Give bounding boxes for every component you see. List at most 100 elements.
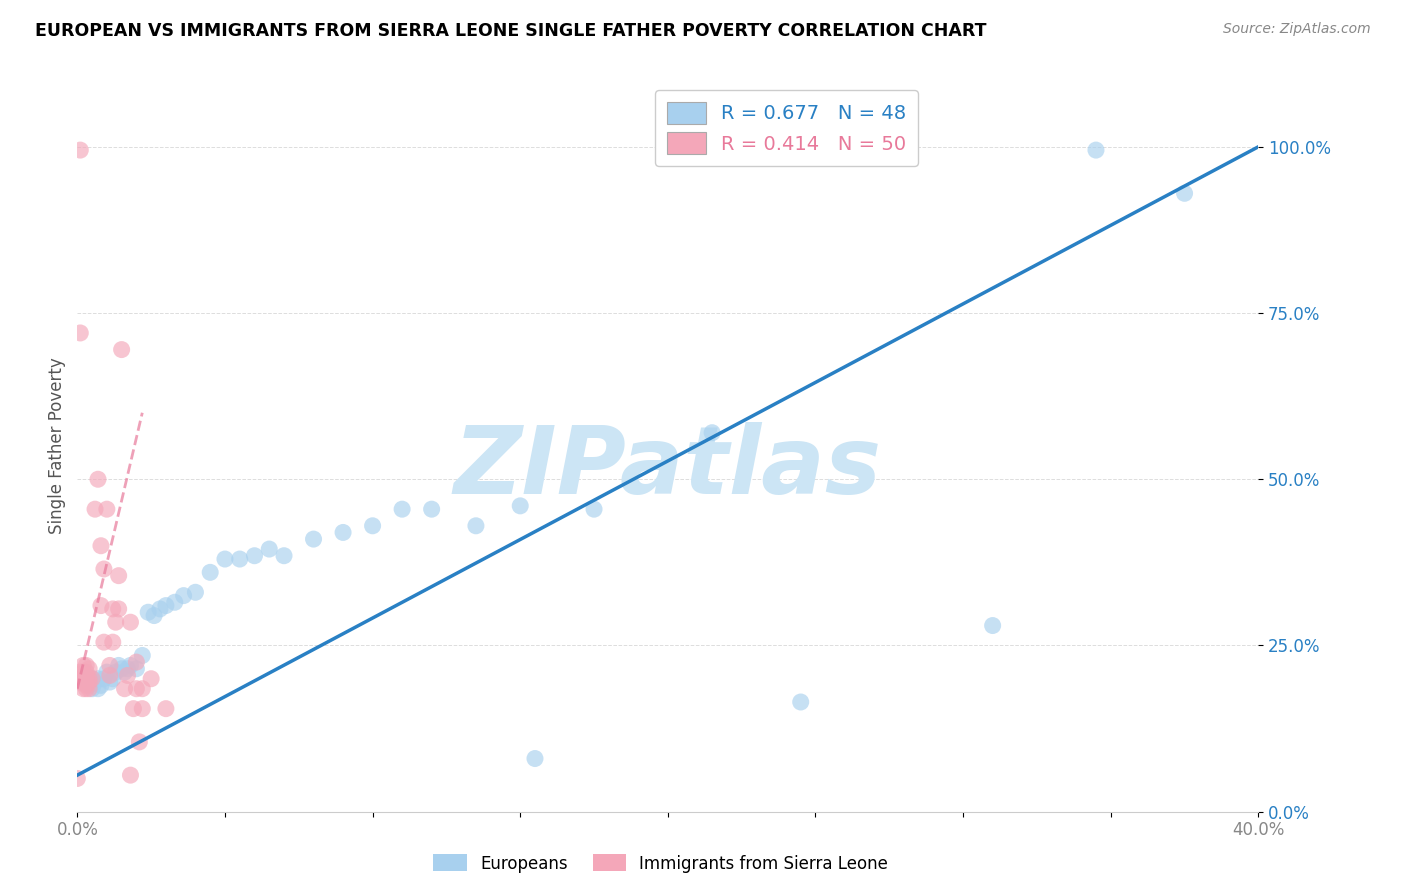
Point bbox=[125, 681, 148, 696]
Text: EUROPEAN VS IMMIGRANTS FROM SIERRA LEONE SINGLE FATHER POVERTY CORRELATION CHART: EUROPEAN VS IMMIGRANTS FROM SIERRA LEONE… bbox=[35, 22, 987, 40]
Point bbox=[228, 552, 252, 566]
Point bbox=[114, 681, 136, 696]
Point bbox=[72, 675, 94, 690]
Point bbox=[98, 675, 121, 690]
Point bbox=[143, 608, 166, 623]
Point bbox=[184, 585, 207, 599]
Point bbox=[93, 562, 115, 576]
Point bbox=[101, 635, 124, 649]
Point bbox=[122, 701, 145, 715]
Point bbox=[90, 539, 112, 553]
Point bbox=[163, 595, 186, 609]
Point bbox=[104, 615, 127, 630]
Point bbox=[98, 658, 121, 673]
Point bbox=[111, 343, 132, 357]
Point bbox=[96, 665, 118, 679]
Point bbox=[87, 681, 110, 696]
Point bbox=[101, 672, 124, 686]
Point bbox=[69, 675, 91, 690]
Point bbox=[1085, 143, 1108, 157]
Point bbox=[72, 672, 94, 686]
Point bbox=[125, 655, 148, 669]
Point bbox=[583, 502, 606, 516]
Point bbox=[75, 665, 97, 679]
Point bbox=[77, 678, 100, 692]
Point bbox=[75, 672, 97, 686]
Point bbox=[1174, 186, 1197, 201]
Point bbox=[273, 549, 295, 563]
Point bbox=[72, 665, 94, 679]
Point bbox=[101, 602, 124, 616]
Point bbox=[77, 672, 100, 686]
Point bbox=[96, 502, 118, 516]
Point bbox=[90, 599, 112, 613]
Point bbox=[69, 143, 91, 157]
Point bbox=[524, 751, 547, 765]
Point bbox=[69, 326, 91, 340]
Point bbox=[77, 662, 100, 676]
Point bbox=[72, 675, 94, 690]
Point bbox=[75, 672, 97, 686]
Point bbox=[981, 618, 1004, 632]
Point bbox=[82, 681, 104, 696]
Point bbox=[77, 681, 100, 696]
Point bbox=[69, 665, 91, 679]
Point bbox=[131, 648, 153, 663]
Point bbox=[84, 502, 107, 516]
Point bbox=[173, 589, 195, 603]
Point bbox=[75, 681, 97, 696]
Point bbox=[790, 695, 813, 709]
Point bbox=[509, 499, 531, 513]
Point bbox=[155, 599, 177, 613]
Point bbox=[93, 635, 115, 649]
Point bbox=[149, 602, 172, 616]
Point bbox=[107, 602, 129, 616]
Point bbox=[87, 672, 110, 686]
Point bbox=[114, 665, 136, 679]
Point bbox=[200, 566, 222, 580]
Point bbox=[69, 672, 91, 686]
Y-axis label: Single Father Poverty: Single Father Poverty bbox=[48, 358, 66, 534]
Point bbox=[98, 668, 121, 682]
Point bbox=[77, 675, 100, 690]
Legend: Europeans, Immigrants from Sierra Leone: Europeans, Immigrants from Sierra Leone bbox=[427, 847, 894, 880]
Point bbox=[111, 662, 132, 676]
Legend: R = 0.677   N = 48, R = 0.414   N = 50: R = 0.677 N = 48, R = 0.414 N = 50 bbox=[655, 90, 918, 166]
Point bbox=[72, 675, 94, 690]
Point bbox=[361, 518, 384, 533]
Point bbox=[332, 525, 354, 540]
Point bbox=[702, 425, 724, 440]
Point bbox=[93, 672, 115, 686]
Point bbox=[243, 549, 266, 563]
Point bbox=[125, 662, 148, 676]
Point bbox=[128, 735, 150, 749]
Text: Source: ZipAtlas.com: Source: ZipAtlas.com bbox=[1223, 22, 1371, 37]
Point bbox=[104, 665, 127, 679]
Point bbox=[131, 681, 153, 696]
Point bbox=[90, 678, 112, 692]
Point bbox=[259, 542, 281, 557]
Point bbox=[82, 672, 104, 686]
Point bbox=[120, 658, 142, 673]
Point bbox=[141, 672, 163, 686]
Point bbox=[87, 472, 110, 486]
Point bbox=[66, 772, 89, 786]
Point bbox=[107, 568, 129, 582]
Point bbox=[117, 662, 139, 676]
Point bbox=[120, 768, 142, 782]
Point bbox=[72, 658, 94, 673]
Point bbox=[75, 678, 97, 692]
Point bbox=[302, 532, 325, 546]
Point bbox=[131, 701, 153, 715]
Point bbox=[72, 681, 94, 696]
Point bbox=[84, 675, 107, 690]
Text: ZIPatlas: ZIPatlas bbox=[454, 422, 882, 514]
Point bbox=[117, 668, 139, 682]
Point bbox=[120, 615, 142, 630]
Point bbox=[464, 518, 488, 533]
Point bbox=[155, 701, 177, 715]
Point bbox=[136, 605, 159, 619]
Point bbox=[75, 658, 97, 673]
Point bbox=[214, 552, 236, 566]
Point bbox=[420, 502, 443, 516]
